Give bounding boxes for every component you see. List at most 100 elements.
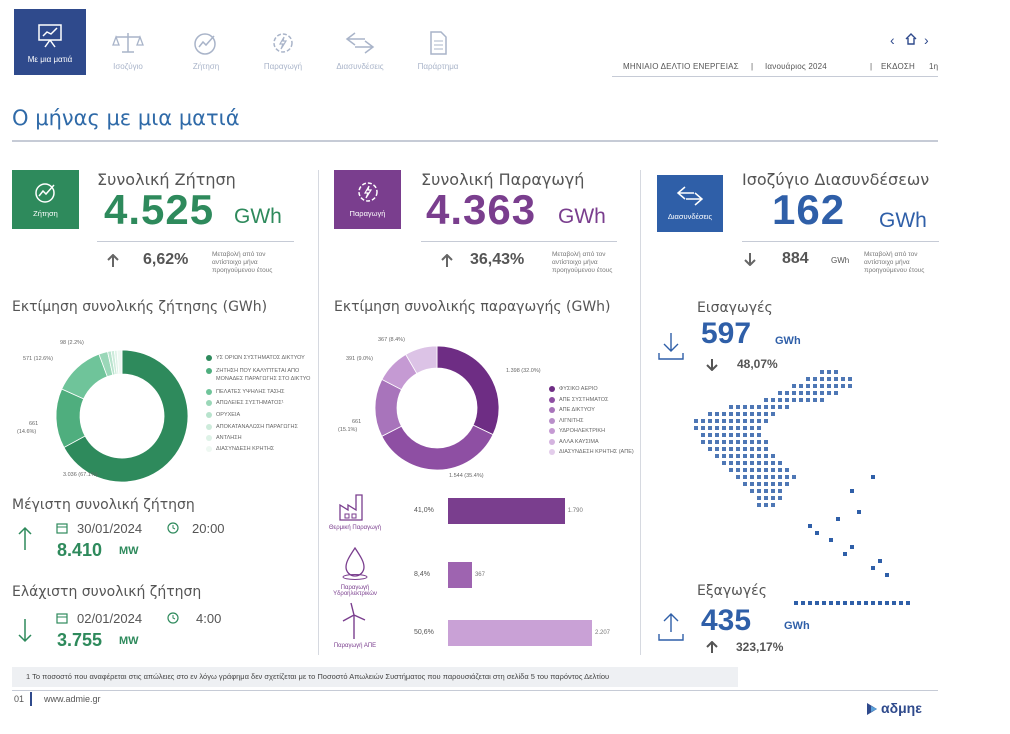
map-dot <box>736 454 740 458</box>
legend-label: ΔΙΑΣΥΝΔΕΣΗ ΚΡΗΤΗΣ <box>216 446 275 452</box>
map-dot <box>757 482 761 486</box>
map-dot <box>764 489 768 493</box>
map-dot <box>785 391 789 395</box>
nav-item-demand[interactable]: Ζήτηση <box>170 10 242 74</box>
map-dot <box>836 517 840 521</box>
imports-title: Εισαγωγές <box>697 300 773 316</box>
nav-label: Διασυνδέσεις <box>336 62 384 71</box>
home-icon[interactable] <box>904 32 918 46</box>
demand-legend-item: ΖΗΤΗΣΗ ΠΟΥ ΚΑΛΥΠΤΕΤΑΙ ΑΠΟ <box>206 368 299 375</box>
production-legend-item: ΑΠΕ ΣΥΣΤΗΜΑΤΟΣ <box>549 396 608 404</box>
production-legend-item: ΑΛΛΑ ΚΑΥΣΙΜΑ <box>549 438 599 446</box>
greece-dot-map <box>694 370 910 605</box>
map-dot <box>871 566 875 570</box>
legend-label: ΠΕΛΑΤΕΣ ΥΨΗΛΗΣ ΤΑΣΗΣ <box>216 389 285 395</box>
map-dot <box>878 559 882 563</box>
map-dot <box>708 440 712 444</box>
demand-slice-label: 98 (2.2%) <box>60 340 84 346</box>
map-dot <box>794 601 798 605</box>
nav-label: Παραγωγή <box>263 62 303 71</box>
legend-swatch <box>549 396 555 403</box>
nav-item-overview[interactable]: Με μια ματιά <box>14 9 86 75</box>
map-dot <box>857 601 861 605</box>
nav-item-interconnections[interactable]: Διασυνδέσεις <box>324 10 396 74</box>
demand-value: 4.525 <box>104 186 215 233</box>
map-dot <box>708 433 712 437</box>
kpi-rule <box>742 241 939 242</box>
prev-page-icon[interactable]: ‹ <box>890 32 895 48</box>
map-dot <box>757 496 761 500</box>
min-demand-time: 4:00 <box>196 611 222 626</box>
map-dot <box>829 601 833 605</box>
demand-change: 6,62% <box>143 251 189 268</box>
map-dot <box>743 475 747 479</box>
map-dot <box>871 601 875 605</box>
map-dot <box>792 398 796 402</box>
map-dot <box>743 419 747 423</box>
divider: | <box>870 62 873 71</box>
map-dot <box>764 496 768 500</box>
map-dot <box>778 475 782 479</box>
map-dot <box>757 489 761 493</box>
production-bar-label: Παραγωγή ΑΠΕ <box>333 643 377 649</box>
nav-item-balance[interactable]: Ισοζύγιο <box>92 10 164 74</box>
map-dot <box>771 412 775 416</box>
legend-label: ΥΣ ΟΡΙΩΝ ΣΥΣΤΗΜΑΤΟΣ ΔΙΚΤΥΟΥ <box>216 355 305 361</box>
map-dot <box>771 398 775 402</box>
map-dot <box>757 419 761 423</box>
map-dot <box>743 461 747 465</box>
production-slice-label: 391 (9.0%) <box>346 356 373 362</box>
production-slice-label: 367 (8.4%) <box>378 337 405 343</box>
footnote: 1 Το ποσοστό που αναφέρεται στις απώλειε… <box>12 667 738 687</box>
legend-swatch <box>206 400 212 406</box>
map-dot <box>708 447 712 451</box>
map-dot <box>834 384 838 388</box>
map-dot <box>906 601 910 605</box>
nav-item-appendix[interactable]: Παράρτημα <box>402 10 474 74</box>
map-dot <box>792 384 796 388</box>
map-dot <box>878 601 882 605</box>
production-slice-label: (15.1%) <box>338 427 358 433</box>
map-dot <box>750 405 754 409</box>
demand-slice-label: (14.6%) <box>17 429 37 435</box>
legend-label: ΑΝΤΛΗΣΗ <box>216 435 242 441</box>
next-page-icon[interactable]: › <box>924 32 929 48</box>
map-dot <box>820 370 824 374</box>
map-dot <box>708 412 712 416</box>
legend-swatch <box>206 435 212 441</box>
factory-icon <box>339 494 363 521</box>
arrow-down-icon <box>18 619 32 643</box>
page-title: Ο μήνας με μια ματιά <box>12 106 240 130</box>
legend-swatch <box>549 449 555 455</box>
map-dot <box>813 391 817 395</box>
map-dot <box>757 405 761 409</box>
demand-gauge-icon <box>194 33 216 55</box>
map-dot <box>701 440 705 444</box>
calendar-icon <box>56 613 68 624</box>
column-divider <box>640 170 641 655</box>
production-bar <box>448 562 472 588</box>
footer-url[interactable]: www.admie.gr <box>44 694 101 704</box>
map-dot <box>815 531 819 535</box>
map-dot <box>801 601 805 605</box>
map-dot <box>722 440 726 444</box>
map-dot <box>729 440 733 444</box>
map-dot <box>827 370 831 374</box>
presentation-chart-icon <box>38 24 62 48</box>
map-dot <box>736 412 740 416</box>
production-bar-pct: 50,6% <box>414 629 434 636</box>
map-dot <box>743 440 747 444</box>
legend-swatch <box>206 424 212 430</box>
max-demand-date: 30/01/2024 <box>77 521 143 536</box>
production-value: 4.363 <box>426 186 537 233</box>
edition-value: 1η <box>929 62 939 71</box>
demand-unit: GWh <box>234 205 282 228</box>
legend-swatch <box>549 386 555 392</box>
map-dot <box>799 384 803 388</box>
map-dot <box>806 391 810 395</box>
legend-label: ΟΡΥΧΕΙΑ <box>216 412 241 418</box>
balance-scale-icon <box>112 33 144 53</box>
map-dot <box>715 426 719 430</box>
nav-item-production[interactable]: Παραγωγή <box>247 10 319 74</box>
min-demand-unit: MW <box>119 635 139 647</box>
